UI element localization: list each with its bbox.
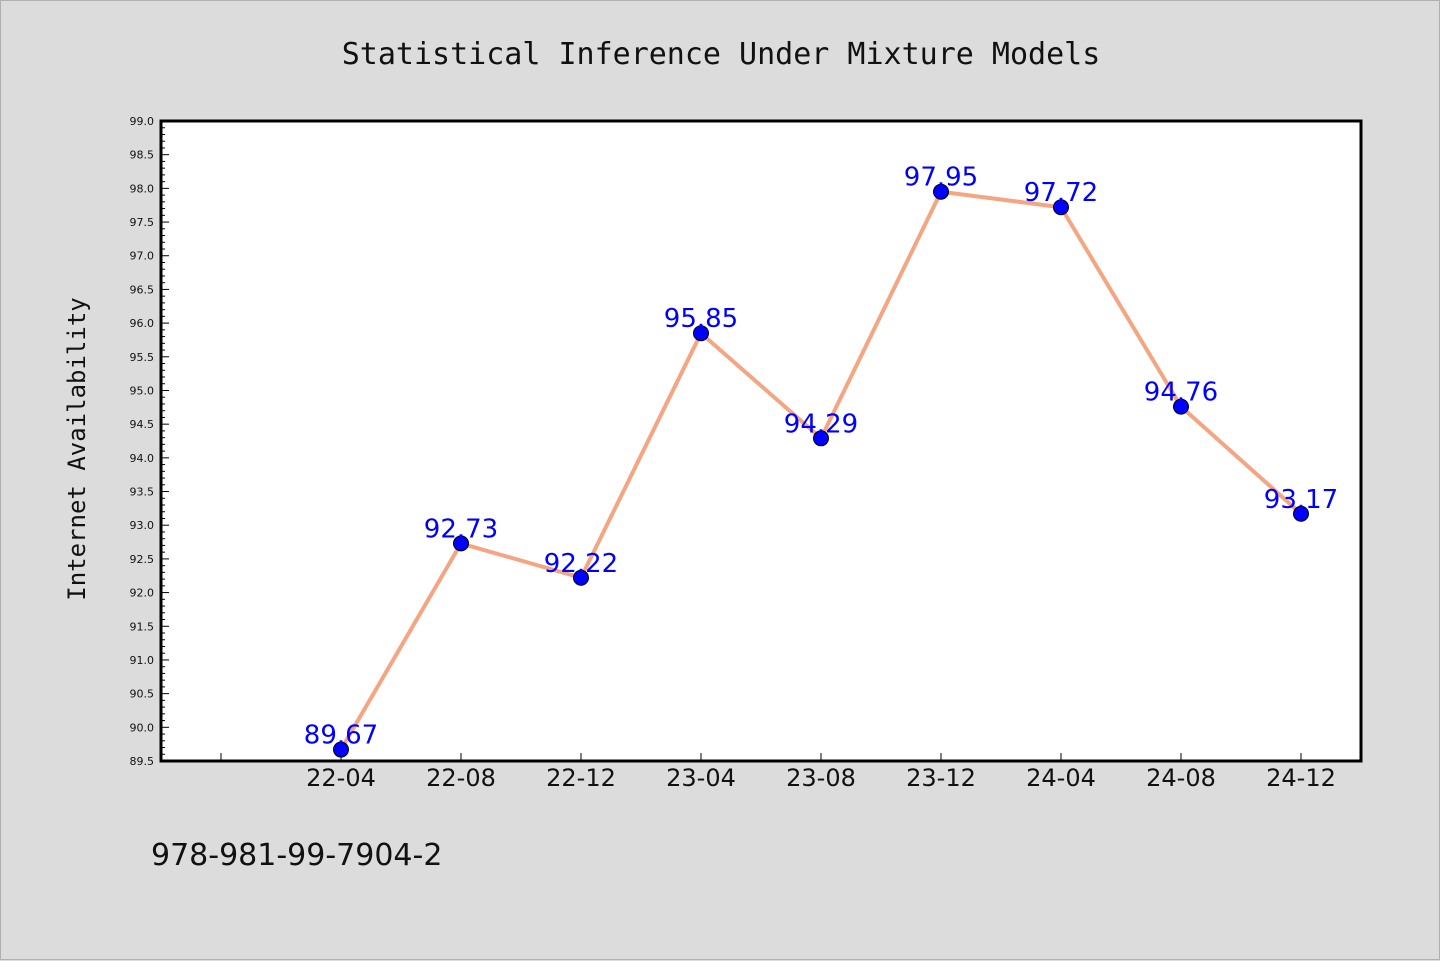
y-axis: 89.5 90.0 90.5 91.0 91.5 92.0 92.5 93.0 93.5 94.0… [130, 115, 169, 768]
x-tick-label: 22-12 [546, 764, 616, 792]
data-point-23-12 [933, 183, 949, 200]
data-label-24-12: 93.17 [1264, 485, 1338, 515]
x-tick-label: 23-08 [786, 764, 856, 792]
y-tick-label: 91.5 [130, 620, 155, 633]
x-axis: 22-04 22-08 22-12 23-04 23-08 23-12 24-04 24-08… [220, 753, 1336, 792]
data-label-24-08: 94.76 [1144, 378, 1218, 408]
x-tick-label: 23-04 [666, 764, 736, 792]
y-tick-label: 91.0 [130, 654, 155, 667]
y-tick-label: 98.0 [130, 182, 155, 195]
data-point-24-12 [1293, 505, 1309, 522]
data-label-22-04: 89.67 [304, 721, 378, 751]
y-tick-label: 90.0 [130, 721, 155, 734]
isbn-footer: 978-981-99-7904-2 [151, 838, 442, 873]
y-tick-label: 95.5 [130, 351, 155, 364]
plot-frame [159, 119, 1363, 763]
x-tick-label: 24-08 [1146, 764, 1216, 792]
y-tick-label: 97.5 [130, 216, 155, 229]
data-point-22-12 [573, 569, 589, 586]
chart-title: Statistical Inference Under Mixture Mode… [342, 37, 1101, 72]
x-tick-label: 22-08 [426, 764, 496, 792]
x-tick-label: 22-04 [306, 764, 376, 792]
data-label-22-12: 92.22 [544, 549, 618, 579]
data-point-24-08 [1173, 398, 1189, 415]
data-label-23-08: 94.29 [784, 409, 858, 439]
data-point-22-04 [333, 741, 349, 758]
y-tick-label: 89.5 [130, 755, 155, 768]
data-label-24-04: 97.72 [1024, 178, 1098, 208]
y-tick-label: 93.0 [130, 519, 155, 532]
plot-area [159, 119, 1363, 763]
x-tick-label: 24-04 [1026, 764, 1096, 792]
data-point-23-04 [693, 325, 709, 342]
y-tick-label: 96.5 [130, 283, 155, 296]
data-point-23-08 [813, 430, 829, 447]
markers-group [333, 183, 1309, 758]
y-tick-label: 99.0 [130, 115, 155, 128]
y-tick-label: 92.5 [130, 553, 155, 566]
y-tick-label: 95.0 [130, 384, 155, 397]
y-tick-label: 94.5 [130, 418, 155, 431]
y-tick-label: 93.5 [130, 486, 155, 499]
y-tick-label: 90.5 [130, 688, 155, 701]
y-tick-label: 98.5 [130, 149, 155, 162]
x-tick-label: 24-12 [1266, 764, 1336, 792]
y-tick-label: 94.0 [130, 452, 155, 465]
y-tick-label: 96.0 [130, 317, 155, 330]
data-labels-group: 89.67 92.73 92.22 95.85 94.29 97.95 97.72 94.76… [304, 163, 1338, 751]
y-tick-label: 92.0 [130, 587, 155, 600]
data-point-24-04 [1053, 199, 1069, 216]
data-label-23-12: 97.95 [904, 163, 978, 193]
data-point-22-08 [453, 535, 469, 552]
x-tick-label: 23-12 [906, 764, 976, 792]
data-label-22-08: 92.73 [424, 514, 498, 544]
data-label-23-04: 95.85 [664, 304, 738, 334]
y-axis-label: Internet Availability [63, 297, 91, 600]
y-tick-label: 97.0 [130, 250, 155, 263]
